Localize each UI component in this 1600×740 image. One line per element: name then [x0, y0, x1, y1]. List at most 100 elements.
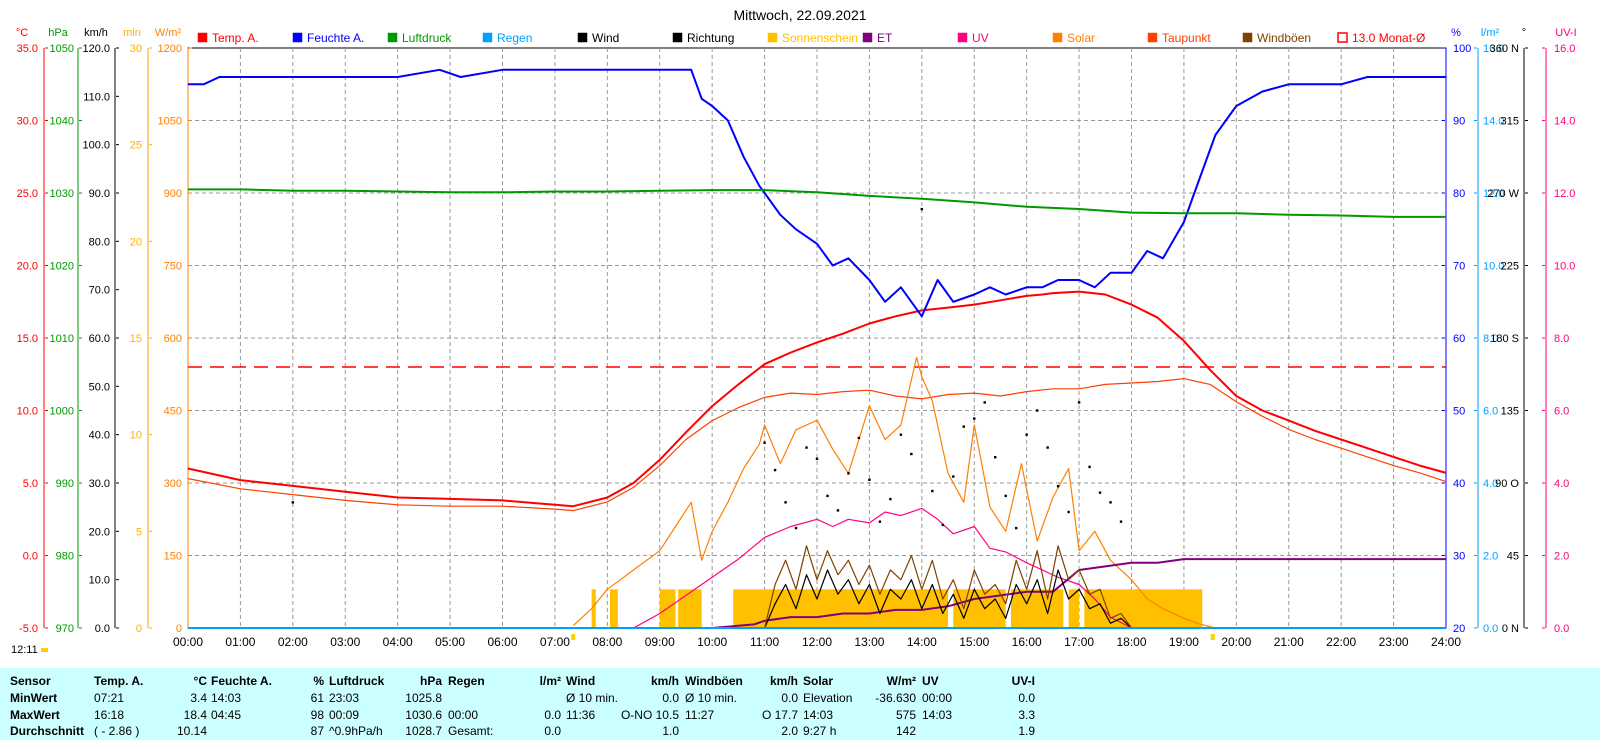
legend-label: Wind [592, 31, 619, 45]
y-tick-label: 10.0 [89, 575, 110, 587]
y-tick-label: 25.0 [17, 188, 38, 200]
summary-group-title: Temp. A. [94, 674, 144, 688]
summary-cell-label: 00:00 [448, 708, 479, 722]
legend-label: Regen [497, 31, 532, 45]
legend-label: Richtung [687, 31, 734, 45]
legend-swatch [767, 32, 778, 43]
summary-cell-value: 142 [895, 724, 916, 738]
summary-cell-value: 18.4 [183, 708, 207, 722]
summary-cell-label: 14:03 [211, 691, 242, 705]
y-tick-label: 4.0 [1483, 478, 1498, 490]
x-tick-label: 16:00 [1012, 635, 1042, 649]
summary-cell-label: 9:27 h [803, 724, 837, 738]
wind-direction-point [815, 457, 819, 461]
y-tick-label: 4.0 [1554, 478, 1569, 490]
summary-cell-value: 98 [310, 708, 324, 722]
sunshine-bar [678, 589, 702, 628]
legend-swatch [862, 32, 873, 43]
summary-cell-label: 14:03 [803, 708, 834, 722]
y-tick-label: 25 [130, 140, 142, 152]
summary-cell-label: 04:45 [211, 708, 242, 722]
y-tick-label: 100.0 [82, 140, 110, 152]
y-tick-label: 8.0 [1483, 333, 1498, 345]
summary-cell-value: 1030.6 [405, 708, 442, 722]
wind-direction-point [857, 436, 861, 440]
series-line-luftdruck [188, 188, 1446, 218]
y-tick-label: 150 [164, 551, 182, 563]
summary-group-unit: km/h [650, 674, 679, 688]
wind-direction-point [1025, 433, 1028, 436]
wind-direction-point [1067, 510, 1070, 514]
legend-label: Temp. A. [212, 31, 259, 45]
legend-swatch [482, 32, 493, 43]
summary-group-title: Regen [448, 674, 485, 688]
x-tick-label: 04:00 [383, 635, 413, 649]
y-tick-label: 40.0 [89, 430, 110, 442]
summary-cell-value: O 17.7 [761, 708, 798, 722]
wind-direction-point [899, 433, 903, 436]
summary-cell-label: 11:27 [685, 708, 715, 722]
y-tick-label: 980 [56, 551, 74, 563]
y-tick-label: 30 [1453, 551, 1465, 563]
y-tick-label: 1050 [158, 116, 182, 128]
summary-cell-value: 2.0 [781, 724, 798, 738]
legend-swatch [1337, 32, 1348, 43]
y-tick-label: 15.0 [17, 333, 38, 345]
summary-cell-label: ( - 2.86 ) [94, 724, 140, 738]
y-tick-label: 1000 [50, 406, 74, 418]
legend-label: Taupunkt [1162, 31, 1211, 45]
summary-cell-value: 0.0 [662, 691, 679, 705]
y-tick-label: 1010 [50, 333, 74, 345]
legend-label: Luftdruck [402, 31, 452, 45]
y-tick-label: 180 S [1490, 333, 1519, 345]
summary-group-unit: % [313, 674, 324, 688]
legend-label: Sonnenschein [782, 31, 858, 45]
y-tick-label: 10.0 [1554, 261, 1575, 273]
sunshine-bar [1010, 589, 1064, 628]
y-axis-unit: l/m² [1481, 27, 1500, 39]
legend-label: ET [877, 31, 893, 45]
y-tick-label: 60 [1453, 333, 1465, 345]
wind-direction-point [920, 207, 924, 211]
x-tick-label: 17:00 [1064, 635, 1094, 649]
y-tick-label: 6.0 [1483, 406, 1498, 418]
y-tick-label: 20 [1453, 623, 1465, 635]
y-tick-label: 80.0 [89, 236, 110, 248]
summary-cell-value: 3.4 [190, 691, 207, 705]
y-tick-label: 0 [136, 623, 142, 635]
y-axis-unit: ° [1522, 27, 1526, 39]
y-tick-label: 0.0 [23, 551, 38, 563]
y-tick-label: 45 [1507, 551, 1519, 563]
wind-direction-point [931, 489, 934, 493]
summary-row-label: Durchschnitt [10, 724, 85, 738]
y-axis-unit: hPa [48, 27, 68, 39]
summary-group-unit: °C [193, 674, 207, 688]
y-axis-unit: min [123, 27, 141, 39]
y-tick-label: 35.0 [17, 43, 38, 55]
legend-swatch [387, 32, 398, 43]
summary-cell-label: Ø 10 min. [685, 691, 738, 705]
series-line-solar [572, 356, 1216, 629]
summary-row-label: MinWert [10, 691, 58, 705]
summary-group-title: Solar [803, 674, 834, 688]
wind-direction-point [1046, 446, 1049, 449]
x-tick-label: 21:00 [1274, 635, 1304, 649]
weather-chart: Mittwoch, 22.09.2021 00:00 01:00 02:00 03:0… [11, 7, 1577, 656]
summary-cell-label: 00:00 [922, 691, 953, 705]
y-tick-label: 750 [164, 261, 182, 273]
x-tick-label: 06:00 [487, 635, 517, 649]
summary-cell-label: 11:36 [566, 708, 596, 722]
y-tick-label: 40 [1453, 478, 1465, 490]
y-tick-label: 16.0 [1483, 43, 1504, 55]
legend-label: Feuchte A. [307, 31, 364, 45]
summary-cell-value: 3.3 [1018, 708, 1035, 722]
summary-group-unit: km/h [769, 674, 798, 688]
y-tick-label: 1040 [50, 116, 74, 128]
x-tick-label: 05:00 [435, 635, 465, 649]
summary-cell-label: 16:18 [94, 708, 125, 722]
series-line-taupunkt [187, 378, 1447, 512]
y-tick-label: 0.0 [95, 623, 110, 635]
summary-cell-value: 1.0 [662, 724, 679, 738]
y-tick-label: 970 [56, 623, 74, 635]
summary-table: Sensor MinWert MaxWert Durchschnitt Temp. A.… [0, 668, 1600, 740]
